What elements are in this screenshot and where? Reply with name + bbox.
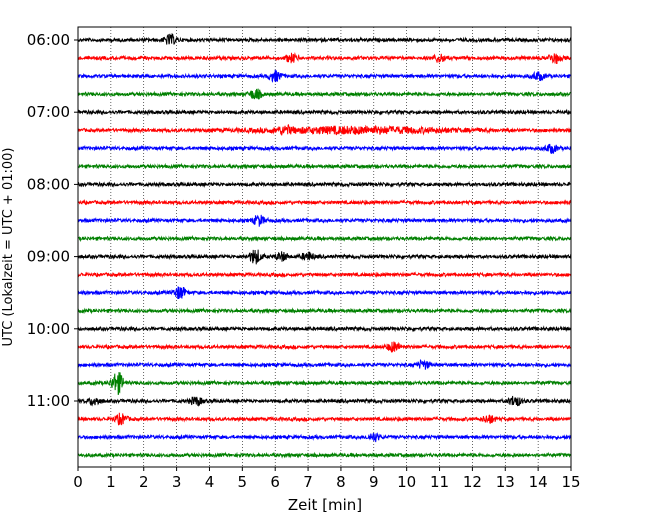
trace-line xyxy=(77,108,572,116)
trace-line xyxy=(77,180,572,189)
y-tick-label: 08:00 xyxy=(27,175,70,193)
trace-line xyxy=(77,162,572,170)
plot-frame xyxy=(77,26,572,468)
x-tick-label: 2 xyxy=(139,473,149,491)
trace-line xyxy=(77,33,572,45)
x-tick-label: 7 xyxy=(303,473,313,491)
grid-lines xyxy=(110,27,539,467)
seismic-traces xyxy=(77,33,572,459)
trace-line xyxy=(77,198,572,207)
y-tick-label: 06:00 xyxy=(27,31,70,49)
x-tick-label: 13 xyxy=(496,473,515,491)
x-tick-label: 5 xyxy=(238,473,248,491)
trace-line xyxy=(77,271,572,279)
trace-line xyxy=(77,358,572,370)
y-tick-label: 07:00 xyxy=(27,103,70,121)
x-tick-label: 8 xyxy=(336,473,346,491)
x-tick-label: 12 xyxy=(463,473,482,491)
trace-line xyxy=(77,307,572,315)
x-tick-label: 0 xyxy=(73,473,83,491)
trace-line xyxy=(77,432,572,443)
x-tick-label: 10 xyxy=(397,473,416,491)
trace-line xyxy=(77,341,572,353)
trace-line xyxy=(77,412,572,426)
trace-line xyxy=(77,52,572,65)
trace-line xyxy=(77,234,572,243)
x-tick-label: 4 xyxy=(205,473,215,491)
x-tick-label: 9 xyxy=(369,473,379,491)
y-tick-label: 10:00 xyxy=(27,320,70,338)
trace-line xyxy=(77,69,572,83)
x-tick-label: 15 xyxy=(561,473,580,491)
trace-line xyxy=(77,88,572,100)
trace-line xyxy=(77,451,572,459)
x-tick-label: 14 xyxy=(529,473,548,491)
trace-line xyxy=(77,325,572,333)
trace-line xyxy=(77,372,572,396)
trace-line xyxy=(77,286,572,299)
trace-line xyxy=(77,124,572,136)
x-tick-label: 11 xyxy=(430,473,449,491)
y-axis-ticks: 06:00 07:00 08:00 09:00 10:00 11:00 xyxy=(27,31,78,410)
y-tick-label: 11:00 xyxy=(27,392,70,410)
trace-line xyxy=(77,395,572,407)
x-tick-label: 6 xyxy=(270,473,280,491)
y-tick-label: 09:00 xyxy=(27,248,70,266)
trace-line xyxy=(77,143,572,154)
trace-line xyxy=(77,214,572,227)
x-tick-label: 3 xyxy=(172,473,182,491)
x-tick-label: 1 xyxy=(106,473,116,491)
trace-line xyxy=(77,249,572,265)
y-axis-label: UTC (Lokalzeit = UTC + 01:00) xyxy=(1,148,16,347)
x-axis-label: Zeit [min] xyxy=(288,496,362,514)
x-axis-ticks: 0 1 2 3 4 5 6 7 8 9 10 11 12 13 14 15 xyxy=(73,467,581,491)
